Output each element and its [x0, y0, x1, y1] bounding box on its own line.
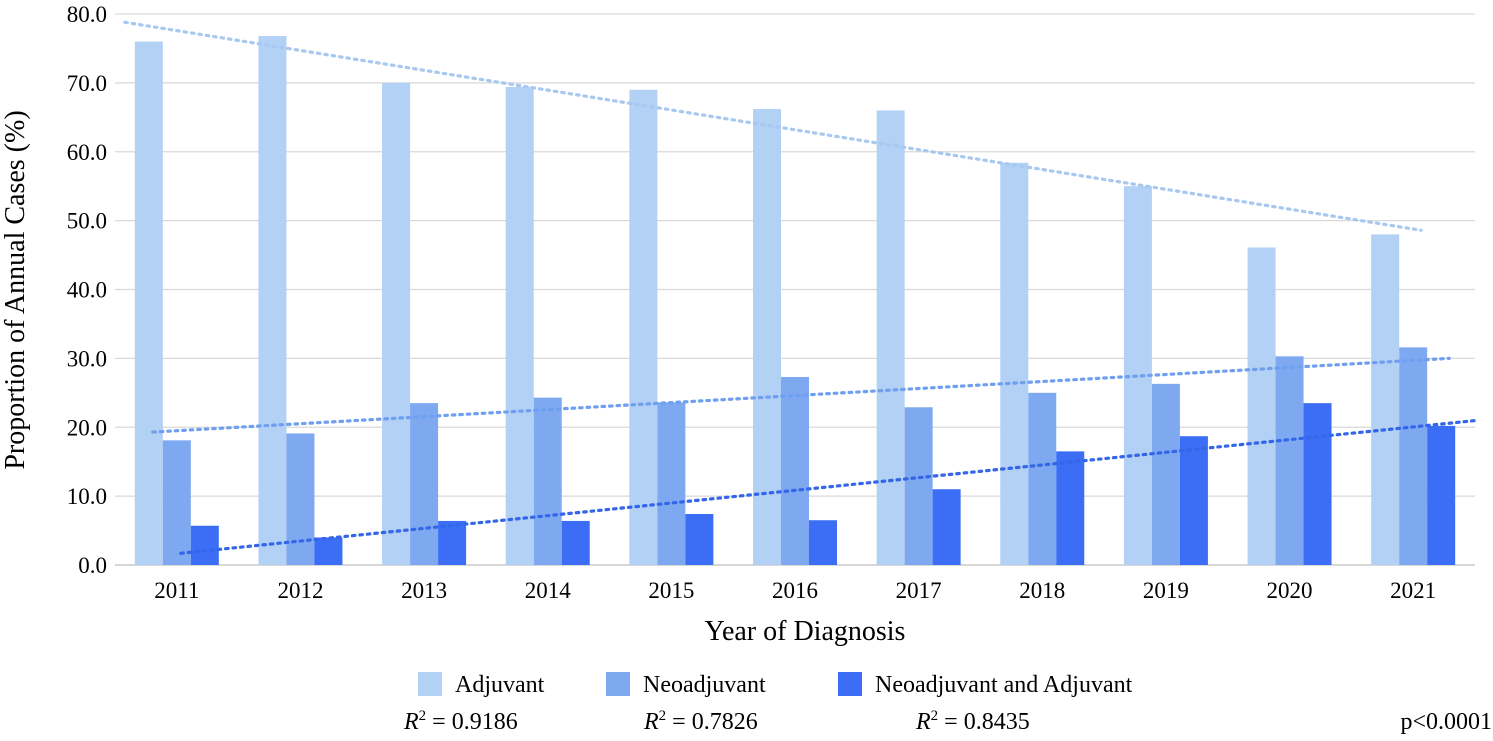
bar-adjuvant — [505, 87, 534, 565]
bar-adjuvant — [134, 41, 163, 566]
x-tick-label: 2012 — [277, 578, 323, 603]
r-squared-label: R2 = 0.9186 — [403, 708, 518, 735]
bar-neoadjuvant-and-adjuvant — [438, 520, 467, 565]
bar-neoadjuvant-and-adjuvant — [561, 520, 590, 565]
y-tick-label: 50.0 — [67, 209, 107, 234]
y-tick-label: 60.0 — [67, 140, 107, 165]
bar-neoadjuvant-and-adjuvant — [809, 520, 837, 565]
bar-adjuvant — [1000, 162, 1029, 565]
r-squared-label: R2 = 0.8435 — [915, 708, 1030, 735]
x-tick-label: 2014 — [525, 578, 572, 603]
legend-label: Neoadjuvant and Adjuvant — [875, 672, 1133, 698]
y-tick-label: 70.0 — [67, 71, 107, 96]
y-tick-label: 10.0 — [67, 484, 107, 509]
y-tick-label: 30.0 — [67, 346, 107, 371]
bar-neoadjuvant — [162, 440, 191, 565]
bar-neoadjuvant — [781, 376, 809, 565]
legend-label: Adjuvant — [455, 672, 545, 698]
trendline-neoadjuvant — [151, 356, 1451, 434]
bar-neoadjuvant — [657, 402, 686, 565]
bar-adjuvant — [382, 82, 411, 565]
bar-adjuvant — [876, 110, 905, 566]
legend-swatch — [606, 672, 630, 696]
r-squared-label: R2 = 0.7826 — [643, 708, 758, 735]
trendline-adjuvant — [123, 20, 1423, 232]
bar-neoadjuvant — [1028, 392, 1057, 565]
legend-swatch — [838, 672, 862, 696]
legend: Adjuvant Neoadjuvant Neoadjuvant and Adjuv… — [418, 672, 1133, 698]
y-tick-label: 0.0 — [78, 553, 107, 578]
bar-neoadjuvant-and-adjuvant — [1056, 451, 1085, 565]
bar-neoadjuvant-and-adjuvant — [314, 537, 343, 565]
bar-neoadjuvant-and-adjuvant — [1427, 425, 1456, 565]
bar-adjuvant — [753, 109, 781, 566]
r-squared-labels: R2 = 0.9186 R2 = 0.7826 R2 = 0.8435 — [403, 708, 1030, 735]
bar-neoadjuvant-and-adjuvant — [1303, 403, 1332, 565]
x-tick-label: 2011 — [154, 578, 199, 603]
y-tick-label: 40.0 — [67, 278, 107, 303]
y-tick-label: 80.0 — [67, 2, 107, 27]
bar-neoadjuvant — [286, 433, 315, 565]
bars — [134, 36, 1456, 566]
y-tick-label: 20.0 — [67, 415, 107, 440]
trendline-neoadjuvant-and-adjuvant — [179, 418, 1479, 555]
bar-neoadjuvant — [1275, 356, 1304, 565]
bar-neoadjuvant — [1399, 347, 1428, 565]
p-value: p<0.0001 — [1400, 709, 1492, 735]
y-axis-ticks: 0.0 10.0 20.0 30.0 40.0 50.0 60.0 70.0 80.0 — [67, 2, 107, 578]
x-tick-label: 2019 — [1143, 578, 1189, 603]
bar-adjuvant — [629, 89, 658, 565]
bar-neoadjuvant-and-adjuvant — [1179, 436, 1208, 565]
bar-neoadjuvant — [533, 397, 562, 565]
x-axis-title: Year of Diagnosis — [705, 616, 906, 647]
x-tick-label: 2015 — [648, 578, 694, 603]
gridlines — [115, 13, 1475, 566]
x-axis-ticks: 2011 2012 2013 2014 2015 2016 2017 2018 2019 2020… — [154, 578, 1436, 603]
trendlines — [123, 20, 1479, 555]
bar-neoadjuvant-and-adjuvant — [932, 489, 961, 565]
bar-neoadjuvant-and-adjuvant — [685, 514, 714, 565]
legend-swatch — [418, 672, 442, 696]
x-tick-label: 2017 — [896, 578, 942, 603]
bar-adjuvant — [1247, 247, 1276, 565]
bar-neoadjuvant-and-adjuvant — [190, 525, 219, 565]
y-axis-title: Proportion of Annual Cases (%) — [0, 110, 31, 469]
x-tick-label: 2016 — [772, 578, 818, 603]
x-tick-label: 2020 — [1267, 578, 1313, 603]
bar-adjuvant — [1371, 234, 1400, 565]
bar-neoadjuvant — [410, 403, 439, 565]
x-tick-label: 2013 — [401, 578, 447, 603]
x-tick-label: 2018 — [1019, 578, 1065, 603]
legend-label: Neoadjuvant — [643, 672, 766, 698]
bar-neoadjuvant — [904, 407, 933, 565]
bar-neoadjuvant — [1151, 383, 1180, 565]
x-tick-label: 2021 — [1390, 578, 1436, 603]
bar-adjuvant — [258, 36, 287, 566]
